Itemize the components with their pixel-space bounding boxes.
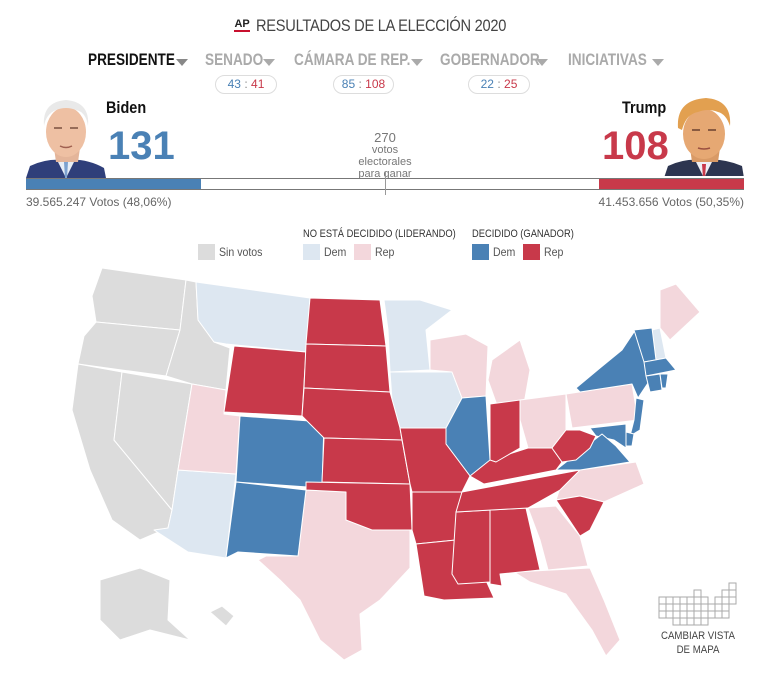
swatch-no-votes xyxy=(198,244,215,260)
chevron-down-icon xyxy=(176,59,188,66)
rep-candidate-name: Trump xyxy=(622,98,667,117)
tab-presidente[interactable]: PRESIDENTE xyxy=(88,50,197,70)
tab-label: PRESIDENTE xyxy=(88,50,175,69)
swatch-rep-leading xyxy=(354,244,371,260)
change-map-view-label: CAMBIAR VISTA DE MAPA xyxy=(660,630,736,656)
grid-map-icon xyxy=(658,582,737,626)
state-mt[interactable] xyxy=(195,281,311,353)
state-fl[interactable] xyxy=(513,567,621,657)
state-ma[interactable] xyxy=(643,357,677,377)
page-header: AP RESULTADOS DE LA ELECCIÓN 2020 xyxy=(0,16,781,36)
page-title: RESULTADOS DE LA ELECCIÓN 2020 xyxy=(255,16,506,35)
state-wv[interactable] xyxy=(551,429,597,463)
state-ak[interactable] xyxy=(99,567,191,641)
state-az[interactable] xyxy=(153,469,237,559)
state-ga[interactable] xyxy=(527,505,589,571)
us-results-map xyxy=(71,267,701,661)
biden-portrait xyxy=(26,96,106,178)
state-wa[interactable] xyxy=(91,267,187,331)
tab-label: SENADO xyxy=(205,50,264,69)
rep-popular-vote: 41.453.656 Votos (50,35%) xyxy=(598,195,744,209)
state-nd[interactable] xyxy=(305,297,387,347)
state-co[interactable] xyxy=(235,415,325,489)
state-nj[interactable] xyxy=(629,397,645,437)
state-pa[interactable] xyxy=(565,383,639,429)
tab-label: GOBERNADOR xyxy=(440,50,540,69)
state-ok[interactable] xyxy=(305,481,413,531)
tab-label: INICIATIVAS xyxy=(568,50,647,69)
state-mo[interactable] xyxy=(399,427,471,493)
rep-electoral-votes: 108 xyxy=(602,124,669,168)
state-tn[interactable] xyxy=(455,469,581,513)
state-or[interactable] xyxy=(77,321,181,377)
state-nm[interactable] xyxy=(225,481,307,559)
dem-popular-vote: 39.565.247 Votos (48,06%) xyxy=(26,195,172,209)
rep-bar-fill xyxy=(599,179,744,189)
state-hi[interactable] xyxy=(209,605,235,627)
chevron-down-icon xyxy=(652,59,664,66)
state-in[interactable] xyxy=(489,399,521,463)
tab-iniciativas[interactable]: INICIATIVAS xyxy=(568,50,667,70)
electoral-vote-bar xyxy=(26,171,744,195)
swatch-dem-leading xyxy=(303,244,320,260)
change-map-view-button[interactable]: CAMBIAR VISTA DE MAPA xyxy=(648,577,748,658)
threshold-marker xyxy=(385,171,386,195)
dem-bar-fill xyxy=(26,179,201,189)
trump-portrait xyxy=(664,94,744,176)
state-md[interactable] xyxy=(589,423,627,449)
house-count-badge: 85 : 108 xyxy=(333,75,394,94)
state-mn[interactable] xyxy=(383,299,453,373)
senate-count-badge: 43 : 41 xyxy=(215,75,277,94)
swatch-dem-winner xyxy=(472,244,489,260)
chevron-down-icon xyxy=(411,59,423,66)
swatch-rep-winner xyxy=(523,244,540,260)
tab-gobernador[interactable]: GOBERNADOR xyxy=(440,50,565,70)
dem-electoral-votes: 131 xyxy=(108,124,175,168)
state-sd[interactable] xyxy=(303,343,391,393)
ap-logo: AP xyxy=(234,18,250,32)
tab-label: CÁMARA DE REP. xyxy=(294,50,411,69)
tab-senado[interactable]: SENADO xyxy=(205,50,278,70)
legend-leading-header: NO ESTÁ DECIDIDO (LIDERANDO) xyxy=(303,228,456,240)
race-nav: PRESIDENTE SENADO 43 : 41 CÁMARA DE REP.… xyxy=(88,50,678,98)
chevron-down-icon xyxy=(263,59,275,66)
dem-candidate-name: Biden xyxy=(106,98,147,117)
tab-camara[interactable]: CÁMARA DE REP. xyxy=(294,50,439,70)
state-ks[interactable] xyxy=(321,437,411,485)
legend-winner-header: DECIDIDO (GANADOR) xyxy=(472,228,574,240)
state-mi[interactable] xyxy=(487,339,531,409)
state-ms[interactable] xyxy=(451,509,491,585)
chevron-down-icon xyxy=(536,59,548,66)
governor-count-badge: 22 : 25 xyxy=(468,75,530,94)
state-me[interactable] xyxy=(659,283,701,341)
state-ct[interactable] xyxy=(645,373,663,393)
state-sc[interactable] xyxy=(555,495,605,537)
map-legend: Sin votos NO ESTÁ DECIDIDO (LIDERANDO) D… xyxy=(0,226,781,266)
state-de[interactable] xyxy=(625,431,635,447)
state-ri[interactable] xyxy=(659,373,669,389)
state-wy[interactable] xyxy=(223,345,307,417)
